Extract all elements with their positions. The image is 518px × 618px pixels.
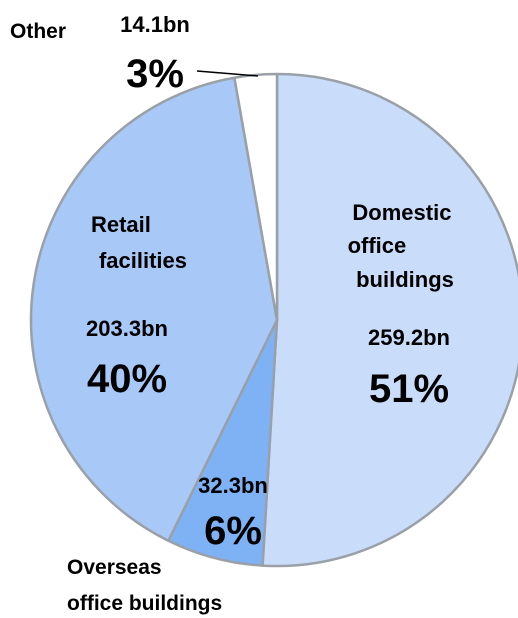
other-leader-line (196, 70, 259, 77)
label-other-percent: 3% (126, 52, 184, 96)
label-overseas-name: Overseas office buildings (67, 556, 222, 615)
label-domestic-value: 259.2bn (368, 325, 450, 350)
label-overseas-line-1: Overseas (67, 556, 162, 579)
label-domestic-line-2: office (348, 233, 407, 258)
label-other-value: 14.1bn (120, 12, 190, 37)
label-domestic-line-1: Domestic (352, 200, 451, 225)
label-domestic-percent: 51% (369, 367, 449, 411)
label-retail-percent: 40% (87, 357, 167, 401)
pie-slice-retail (29, 76, 279, 542)
pie-slice-other (233, 72, 279, 322)
pie-slices (29, 72, 518, 568)
label-overseas-line-2: office buildings (67, 592, 222, 615)
label-overseas-percent: 6% (204, 509, 262, 553)
label-domestic-name: Domestic office buildings (348, 200, 458, 292)
pie-slice-domestic (261, 72, 518, 568)
label-retail-line-2: facilities (99, 248, 187, 273)
label-other-name: Other (10, 20, 66, 43)
label-retail-name: Retail facilities (91, 212, 187, 273)
label-retail-value: 203.3bn (86, 316, 168, 341)
label-domestic-line-3: buildings (356, 267, 454, 292)
label-overseas-value: 32.3bn (198, 473, 268, 498)
label-retail-line-1: Retail (91, 212, 151, 237)
